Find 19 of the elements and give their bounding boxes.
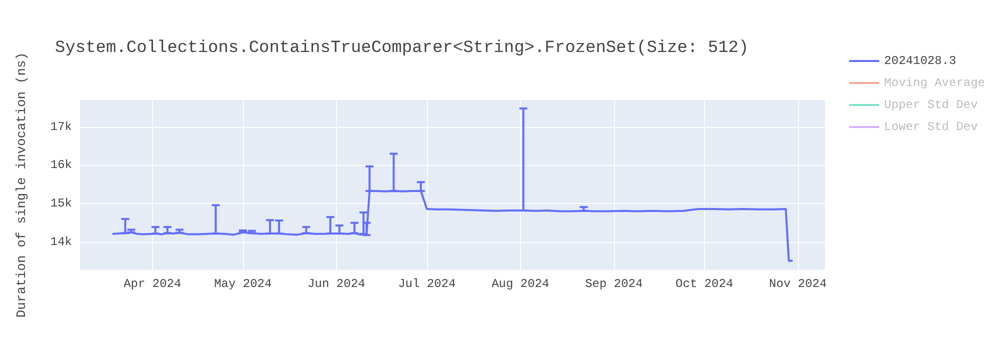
x-tick-label: May 2024 — [214, 277, 272, 291]
y-axis-title: Duration of single invocation (ns) — [14, 52, 29, 318]
y-tick-label: 17k — [50, 120, 72, 134]
legend-label: Lower Std Dev — [884, 120, 978, 134]
line-series — [112, 190, 793, 262]
x-tick-label: Aug 2024 — [492, 277, 550, 291]
legend-label: Upper Std Dev — [884, 98, 978, 112]
chart-title: System.Collections.ContainsTrueComparer<String>.FrozenSet(Size: 512) — [55, 39, 749, 58]
y-tick-label: 14k — [50, 234, 72, 249]
x-tick-label: Nov 2024 — [769, 277, 827, 291]
x-tick-label: Apr 2024 — [124, 277, 182, 291]
legend-label: 20241028.3 — [884, 54, 956, 68]
legend-label: Moving Average — [884, 76, 986, 90]
x-tick-label: Jun 2024 — [308, 277, 366, 291]
x-tick-label: Sep 2024 — [585, 277, 643, 291]
y-tick-label: 16k — [50, 158, 72, 172]
y-tick-label: 15k — [50, 196, 72, 211]
x-tick-label: Oct 2024 — [676, 277, 734, 291]
x-tick-label: Jul 2024 — [398, 277, 456, 291]
